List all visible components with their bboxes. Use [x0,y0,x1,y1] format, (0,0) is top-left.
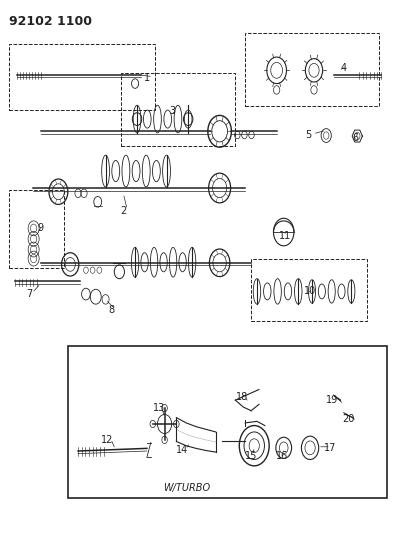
Text: 1: 1 [144,73,150,83]
Bar [9,190,64,268]
Bar [68,346,387,498]
Text: 12: 12 [101,435,114,445]
Text: 18: 18 [236,392,248,402]
Text: 92102 1100: 92102 1100 [9,14,92,28]
Bar [245,33,379,106]
Text: 15: 15 [245,451,257,461]
Text: 20: 20 [342,414,354,424]
Text: 3: 3 [169,106,175,116]
Text: 17: 17 [324,443,336,453]
Text: 16: 16 [276,451,288,461]
Text: 4: 4 [341,63,346,72]
Text: 14: 14 [176,446,188,456]
Bar [121,73,235,146]
Text: 7: 7 [26,289,32,299]
Text: 6: 6 [352,133,358,143]
Bar [9,44,155,110]
Text: 11: 11 [279,231,291,241]
Text: W/TURBO: W/TURBO [163,482,210,492]
Text: 9: 9 [38,223,44,233]
Text: 5: 5 [305,130,311,140]
Text: 8: 8 [109,305,114,315]
Text: 13: 13 [152,403,165,413]
Text: 19: 19 [326,395,339,405]
Text: 2: 2 [120,206,126,216]
Text: 10: 10 [304,286,316,296]
Bar [251,259,367,320]
